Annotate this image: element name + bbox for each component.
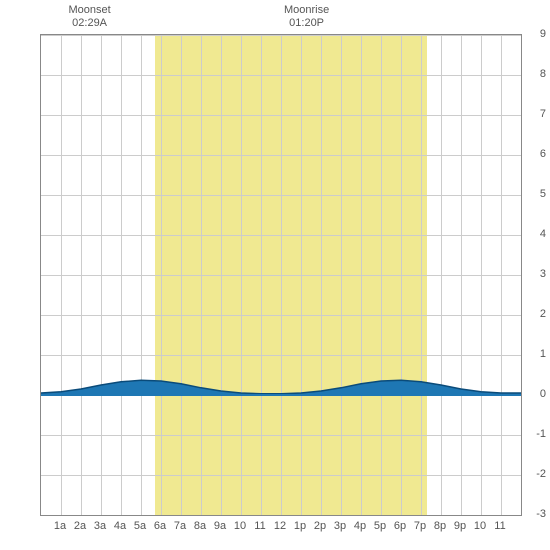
moonset-label: Moonset 02:29A bbox=[60, 4, 120, 30]
x-tick-label: 7a bbox=[174, 520, 186, 532]
moonset-title: Moonset bbox=[60, 4, 120, 17]
x-tick-label: 1p bbox=[294, 520, 306, 532]
y-tick-label: 3 bbox=[526, 268, 546, 280]
plot-area bbox=[40, 34, 522, 516]
x-tick-label: 2a bbox=[74, 520, 86, 532]
moonrise-title: Moonrise bbox=[277, 4, 337, 17]
x-tick-label: 9p bbox=[454, 520, 466, 532]
y-tick-label: 2 bbox=[526, 308, 546, 320]
y-tick-label: 1 bbox=[526, 348, 546, 360]
x-tick-label: 2p bbox=[314, 520, 326, 532]
x-tick-label: 7p bbox=[414, 520, 426, 532]
x-tick-label: 10 bbox=[234, 520, 246, 532]
y-tick-label: -1 bbox=[526, 428, 546, 440]
x-tick-label: 5p bbox=[374, 520, 386, 532]
x-tick-label: 11 bbox=[254, 520, 265, 532]
moonrise-label: Moonrise 01:20P bbox=[277, 4, 337, 30]
x-tick-label: 12 bbox=[274, 520, 286, 532]
x-tick-label: 4p bbox=[354, 520, 366, 532]
x-tick-label: 3a bbox=[94, 520, 106, 532]
x-tick-label: 6p bbox=[394, 520, 406, 532]
y-tick-label: 4 bbox=[526, 228, 546, 240]
tide-chart-container: Moonset 02:29A Moonrise 01:20P 1a 2a 3a 4a 5… bbox=[0, 0, 550, 550]
y-tick-label: -3 bbox=[526, 508, 546, 520]
x-tick-label: 6a bbox=[154, 520, 166, 532]
y-tick-label: 9 bbox=[526, 28, 546, 40]
y-tick-label: -2 bbox=[526, 468, 546, 480]
y-tick-label: 5 bbox=[526, 188, 546, 200]
y-tick-label: 8 bbox=[526, 68, 546, 80]
y-tick-label: 7 bbox=[526, 108, 546, 120]
x-tick-label: 8a bbox=[194, 520, 206, 532]
y-tick-label: 0 bbox=[526, 388, 546, 400]
x-tick-label: 10 bbox=[474, 520, 486, 532]
x-tick-label: 4a bbox=[114, 520, 126, 532]
x-tick-label: 3p bbox=[334, 520, 346, 532]
grid-line-h bbox=[41, 515, 521, 516]
x-tick-label: 5a bbox=[134, 520, 146, 532]
x-tick-label: 11 bbox=[494, 520, 505, 532]
tide-curve bbox=[41, 35, 521, 515]
x-tick-label: 1a bbox=[54, 520, 66, 532]
moonrise-time: 01:20P bbox=[277, 17, 337, 30]
moonset-time: 02:29A bbox=[60, 17, 120, 30]
x-tick-label: 9a bbox=[214, 520, 226, 532]
y-tick-label: 6 bbox=[526, 148, 546, 160]
x-tick-label: 8p bbox=[434, 520, 446, 532]
